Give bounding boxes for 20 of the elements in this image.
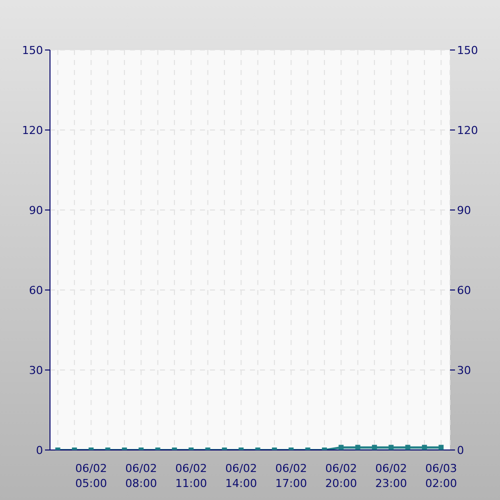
- y-tick-label: 60: [29, 284, 43, 297]
- x-tick-label: 06/02 08:00: [125, 462, 157, 490]
- x-tick-label: 06/02 23:00: [375, 462, 407, 490]
- y2-tick-label: 0: [457, 444, 464, 457]
- x-tick-label: 06/02 20:00: [325, 462, 357, 490]
- y2-tick-label: 120: [457, 124, 478, 137]
- y-tick-label: 90: [29, 204, 43, 217]
- y2-tick-label: 60: [457, 284, 471, 297]
- y-tick-label: 30: [29, 364, 43, 377]
- x-tick-label: 06/03 02:00: [425, 462, 457, 490]
- x-tick-label: 06/02 05:00: [75, 462, 107, 490]
- y2-tick-label: 30: [457, 364, 471, 377]
- y-tick-label: 120: [22, 124, 43, 137]
- x-tick-label: 06/02 17:00: [275, 462, 307, 490]
- x-tick-label: 06/02 11:00: [175, 462, 207, 490]
- x-tick-label: 06/02 14:00: [225, 462, 257, 490]
- y2-tick-label: 150: [457, 44, 478, 57]
- y2-tick-label: 90: [457, 204, 471, 217]
- y-tick-label: 0: [36, 444, 43, 457]
- y-tick-label: 150: [22, 44, 43, 57]
